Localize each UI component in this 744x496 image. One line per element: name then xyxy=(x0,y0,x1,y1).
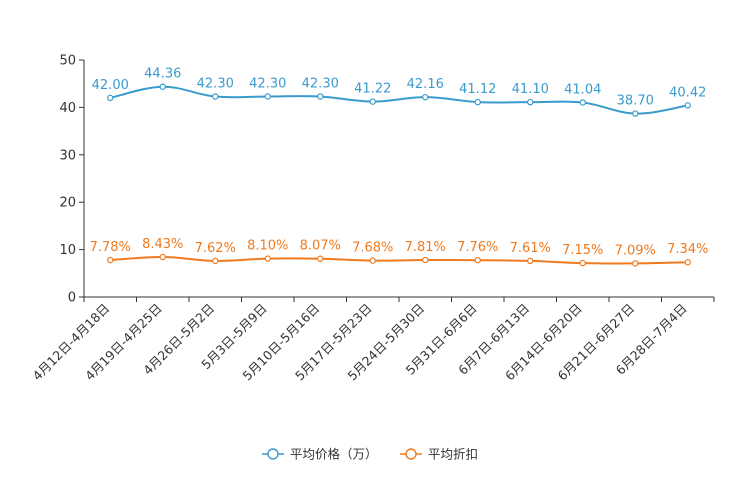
data-point[interactable] xyxy=(159,253,166,261)
data-label: 7.15% xyxy=(562,243,603,258)
data-point[interactable] xyxy=(632,260,639,267)
data-point[interactable] xyxy=(264,255,271,262)
data-label: 42.00 xyxy=(92,78,129,93)
data-point[interactable] xyxy=(107,256,114,264)
series-layer: 42.00 44.36 42.30 42.30 42.30 41.22 42.16 41.12… xyxy=(90,67,708,267)
data-label: 7.81% xyxy=(405,240,446,255)
y-axis: 0 10 20 30 40 50 xyxy=(59,54,85,306)
data-point[interactable] xyxy=(369,257,376,264)
y-tick-label: 30 xyxy=(59,148,76,163)
series-average-price: 42.00 44.36 42.30 42.30 42.30 41.22 42.16 41.12… xyxy=(92,67,706,117)
data-label: 7.09% xyxy=(615,243,656,258)
legend-label: 平均折扣 xyxy=(428,447,478,462)
data-point[interactable] xyxy=(474,257,481,264)
data-point[interactable] xyxy=(579,259,586,267)
y-tick-label: 20 xyxy=(59,196,76,211)
data-label: 42.30 xyxy=(197,76,234,91)
data-label: 7.78% xyxy=(90,240,131,255)
data-label: 41.04 xyxy=(564,82,601,97)
data-point[interactable] xyxy=(579,99,586,106)
y-tick-label: 40 xyxy=(59,101,76,116)
data-point[interactable] xyxy=(527,98,534,106)
data-label: 7.62% xyxy=(195,241,236,256)
data-point[interactable] xyxy=(632,110,639,117)
data-point[interactable] xyxy=(422,93,429,101)
data-label: 42.16 xyxy=(407,77,444,92)
data-label: 42.30 xyxy=(249,76,286,91)
data-point[interactable] xyxy=(264,93,271,100)
data-point[interactable] xyxy=(107,94,114,102)
data-point[interactable] xyxy=(212,93,219,100)
data-point[interactable] xyxy=(159,83,166,90)
legend-marker-icon xyxy=(267,448,279,460)
data-label: 41.22 xyxy=(354,82,391,97)
data-point[interactable] xyxy=(527,257,534,265)
data-point[interactable] xyxy=(317,255,324,262)
x-axis: 4月12日-4月18日4月19日-4月25日4月26日-5月2日5月3日-5月9… xyxy=(29,296,715,383)
data-point[interactable] xyxy=(317,93,324,100)
series-average-discount: 7.78% 8.43% 7.62% 8.10% 8.07% 7.68% 7.81% 7.76%… xyxy=(90,237,708,267)
y-tick-label: 10 xyxy=(59,243,76,258)
y-tick-label: 0 xyxy=(68,291,76,306)
data-label: 7.76% xyxy=(457,240,498,255)
data-label: 7.61% xyxy=(510,241,551,256)
data-point[interactable] xyxy=(212,257,219,265)
data-point[interactable] xyxy=(684,102,691,109)
series-line xyxy=(110,85,688,115)
data-point[interactable] xyxy=(684,259,691,266)
data-label: 40.42 xyxy=(669,85,706,100)
series-line xyxy=(110,256,688,265)
legend-label: 平均价格（万） xyxy=(290,447,378,462)
data-label: 44.36 xyxy=(144,67,181,82)
legend[interactable]: 平均价格（万） 平均折扣 xyxy=(262,447,478,462)
data-label: 7.34% xyxy=(667,242,708,257)
data-label: 8.43% xyxy=(142,237,183,252)
legend-item-average-discount[interactable]: 平均折扣 xyxy=(400,447,478,462)
data-label: 8.10% xyxy=(247,239,288,254)
data-label: 41.12 xyxy=(459,82,496,97)
data-label: 7.68% xyxy=(352,241,393,256)
data-point[interactable] xyxy=(474,98,481,106)
legend-marker-icon xyxy=(405,448,417,460)
data-label: 42.30 xyxy=(302,76,339,91)
data-point[interactable] xyxy=(369,98,376,105)
data-point[interactable] xyxy=(422,256,429,264)
legend-item-average-price[interactable]: 平均价格（万） xyxy=(262,447,378,462)
y-tick-label: 50 xyxy=(59,54,76,69)
data-label: 38.70 xyxy=(617,94,654,109)
data-label: 41.10 xyxy=(512,82,549,97)
data-label: 8.07% xyxy=(300,239,341,254)
